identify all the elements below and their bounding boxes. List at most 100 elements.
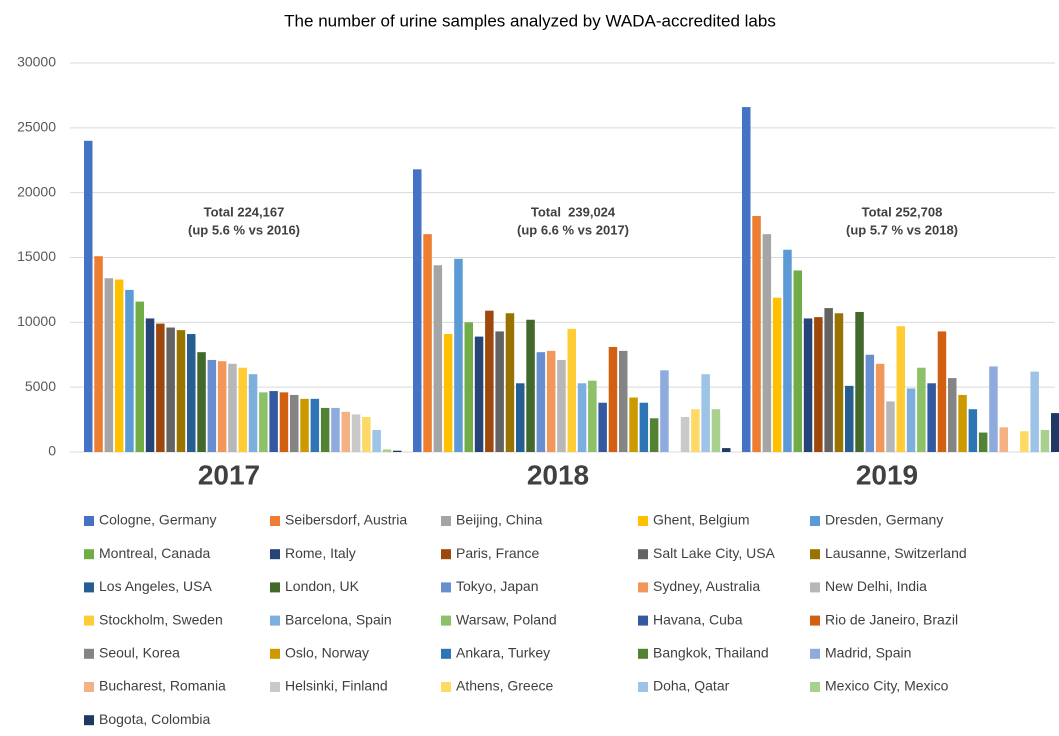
legend-swatch xyxy=(810,648,820,659)
legend-label: Bogota, Colombia xyxy=(99,711,211,727)
bar xyxy=(187,334,196,452)
bar xyxy=(341,411,350,452)
annotation: Total 224,167 xyxy=(204,204,285,219)
bar xyxy=(433,265,443,452)
legend-label: Paris, France xyxy=(456,545,539,561)
bar xyxy=(300,398,309,452)
bar xyxy=(886,401,895,452)
bar xyxy=(505,313,515,452)
legend-swatch xyxy=(84,615,94,626)
legend-swatch xyxy=(810,516,820,526)
bar xyxy=(742,107,751,452)
bar xyxy=(834,313,844,452)
bar xyxy=(999,427,1008,452)
legend-swatch xyxy=(638,648,648,659)
annotation: Total 239,024 xyxy=(531,204,616,219)
bar xyxy=(978,432,988,452)
bar xyxy=(824,308,833,452)
legend-swatch xyxy=(270,582,280,593)
legend-label: Los Angeles, USA xyxy=(99,578,213,594)
legend-swatch xyxy=(638,582,648,593)
bar xyxy=(351,414,361,452)
bar xyxy=(557,359,566,452)
bar xyxy=(413,169,422,452)
bar xyxy=(423,234,432,452)
bar xyxy=(783,249,792,452)
legend-swatch xyxy=(638,549,648,560)
bar xyxy=(176,330,186,452)
bar xyxy=(156,323,165,452)
legend-swatch xyxy=(638,615,648,626)
bar xyxy=(135,301,144,452)
bar xyxy=(752,216,761,452)
legend-label: Mexico City, Mexico xyxy=(825,678,949,694)
legend-swatch xyxy=(810,682,820,692)
bar xyxy=(228,363,237,452)
annotation: (up 5.7 % vs 2018) xyxy=(846,222,958,237)
legend-label: Ankara, Turkey xyxy=(456,645,550,661)
y-tick-label: 20000 xyxy=(17,183,56,199)
bar xyxy=(772,297,782,452)
legend-label: Barcelona, Spain xyxy=(285,611,392,627)
legend-swatch xyxy=(638,682,648,692)
bar xyxy=(94,256,103,452)
bar xyxy=(680,416,690,452)
legend-swatch xyxy=(441,516,451,526)
bar xyxy=(279,392,289,452)
legend-label: Rome, Italy xyxy=(285,545,356,561)
legend-swatch xyxy=(270,615,280,626)
y-tick-label: 25000 xyxy=(17,119,56,135)
bar xyxy=(259,392,268,452)
bar xyxy=(845,385,854,452)
legend-swatch xyxy=(441,648,451,659)
bar xyxy=(937,331,947,452)
bar xyxy=(896,326,905,452)
legend-label: Lausanne, Switzerland xyxy=(825,545,967,561)
bar xyxy=(393,450,402,452)
bar xyxy=(310,398,320,452)
bar xyxy=(865,354,875,452)
y-tick-label: 10000 xyxy=(17,313,56,329)
legend-swatch xyxy=(810,582,820,593)
annotation: (up 6.6 % vs 2017) xyxy=(517,222,629,237)
legend-swatch xyxy=(270,516,280,526)
bar xyxy=(290,394,299,452)
legend-swatch xyxy=(441,682,451,692)
legend-swatch xyxy=(810,549,820,560)
bar xyxy=(331,407,340,452)
legend-label: Madrid, Spain xyxy=(825,645,911,661)
legend-swatch xyxy=(270,648,280,659)
bar xyxy=(125,289,134,452)
bar xyxy=(793,270,802,452)
bar xyxy=(114,279,124,452)
legend-swatch xyxy=(84,715,94,726)
x-tick-label: 2018 xyxy=(527,459,589,490)
legend-label: Beijing, China xyxy=(456,512,543,528)
x-tick-label: 2019 xyxy=(856,459,918,490)
bar xyxy=(372,429,381,452)
bar xyxy=(84,140,93,453)
y-tick-label: 30000 xyxy=(17,54,56,70)
bar xyxy=(207,359,217,452)
bar xyxy=(588,380,597,452)
bar xyxy=(989,366,998,452)
bar xyxy=(454,258,463,452)
bar xyxy=(443,334,453,452)
bar xyxy=(917,367,926,452)
bar xyxy=(958,394,967,452)
legend-swatch xyxy=(810,615,820,626)
bar xyxy=(948,378,957,452)
bar xyxy=(197,352,206,452)
bar xyxy=(567,328,576,452)
bar xyxy=(1040,429,1050,452)
bar xyxy=(906,388,916,452)
bar xyxy=(238,367,247,452)
bar xyxy=(269,391,278,452)
legend-swatch xyxy=(84,648,94,659)
legend-label: Tokyo, Japan xyxy=(456,578,539,594)
bar xyxy=(495,331,504,452)
legend-label: Helsinki, Finland xyxy=(285,678,388,694)
bar xyxy=(968,409,978,452)
legend-swatch xyxy=(270,682,280,692)
y-tick-label: 5000 xyxy=(25,378,56,394)
